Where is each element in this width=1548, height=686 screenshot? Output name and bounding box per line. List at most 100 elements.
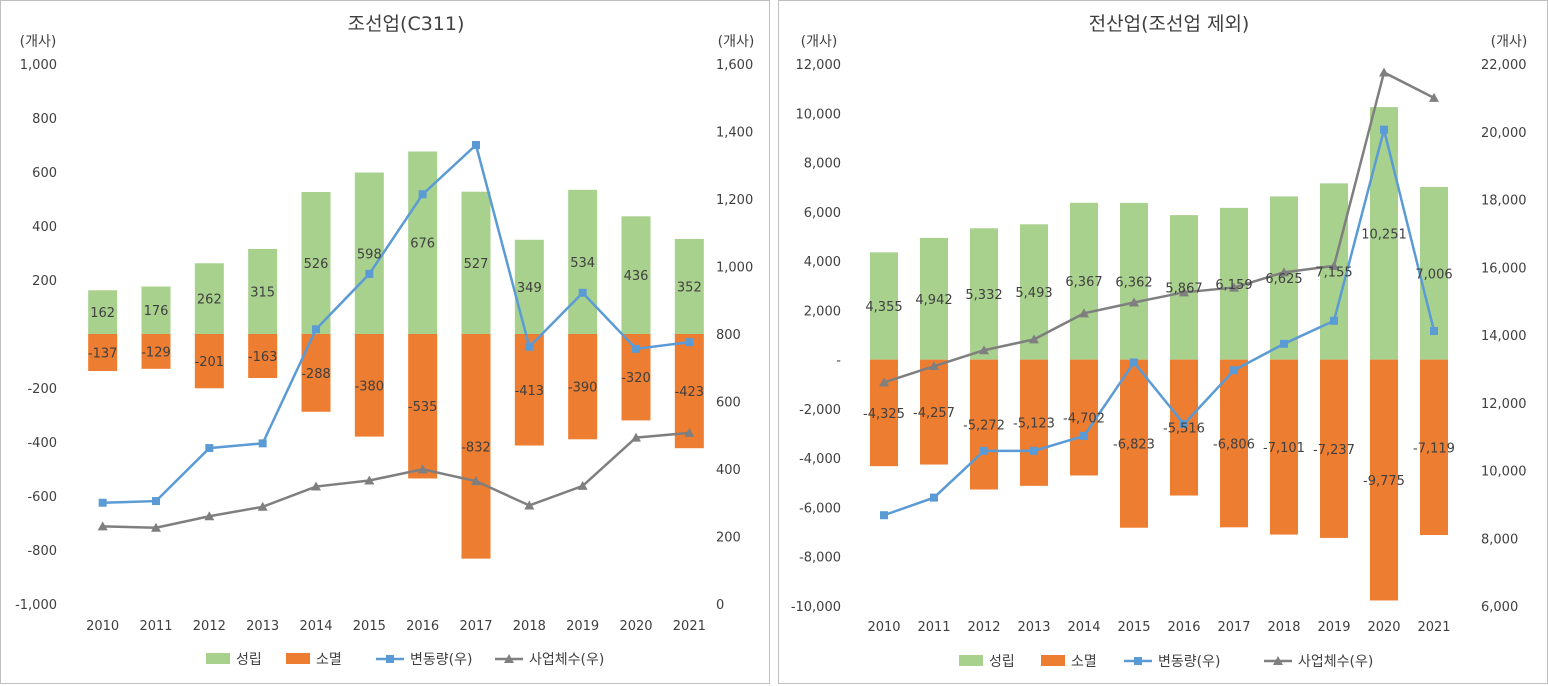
series-change-point (205, 444, 214, 453)
bar-established (674, 238, 704, 334)
bar-established (1370, 107, 1398, 360)
legend-label-change: 변동량(우) (1158, 654, 1220, 670)
data-label-established: 352 (677, 280, 702, 295)
chart-title: 전산업(조선업 제외) (1089, 13, 1250, 35)
series-change-point (472, 141, 480, 149)
right-axis-tick-label: 8,000 (1481, 532, 1518, 547)
x-axis-tick-label: 2017 (1217, 620, 1250, 635)
bar-closed (1020, 359, 1048, 486)
series-total-businesses-point (684, 427, 695, 437)
right-axis-tick-label: 800 (716, 328, 741, 343)
bar-established (408, 151, 438, 334)
series-total-businesses-point (97, 521, 108, 531)
data-label-closed: -832 (461, 440, 491, 455)
bar-closed (514, 334, 544, 446)
series-total-businesses-point (929, 361, 939, 371)
left-axis-tick-label: 6,000 (804, 206, 841, 221)
series-change-point (632, 344, 640, 353)
series-change-point (1280, 339, 1288, 348)
series-total-businesses-point (1079, 308, 1089, 318)
chart-shipbuilding: 조선업(C311) (개사) (개사) -1,000 -800 -600 -400 -200 2… (15, 13, 754, 668)
left-axis-tick-label: -800 (27, 544, 57, 559)
series-change-point (98, 498, 107, 507)
x-axis-tick-label: 2020 (1367, 620, 1400, 635)
left-axis-unit: (개사) (20, 34, 57, 50)
data-label-closed: -129 (141, 345, 171, 360)
series-total-businesses-point (1279, 267, 1289, 277)
left-axis-tick-label: 4,000 (804, 255, 841, 270)
data-label-established: 5,493 (1015, 286, 1052, 301)
bar-closed (88, 334, 118, 371)
bar-established (301, 191, 331, 334)
data-label-closed: -6,806 (1213, 437, 1255, 452)
data-label-established: 7,155 (1315, 265, 1352, 280)
data-label-established: 315 (250, 285, 275, 300)
series-total-businesses-point (1129, 297, 1139, 307)
right-axis-tick-label: 18,000 (1481, 194, 1527, 209)
right-axis-tick-label: 16,000 (1481, 261, 1527, 276)
x-axis-tick-label: 2021 (1417, 620, 1450, 635)
x-axis-tick-label: 2014 (1067, 620, 1100, 635)
legend-label-established: 성립 (236, 652, 262, 668)
left-axis-tick-label: -10,000 (791, 600, 841, 615)
x-axis-tick-label: 2015 (1117, 620, 1150, 635)
data-label-closed: -5,272 (963, 419, 1005, 434)
bar-closed (920, 359, 948, 465)
data-label-closed: -137 (88, 346, 118, 361)
left-axis-unit: (개사) (801, 34, 838, 50)
right-axis-tick-label: 22,000 (1481, 58, 1527, 73)
series-change-point (525, 342, 534, 351)
bar-established (88, 290, 118, 334)
legend-marker-change (1134, 657, 1142, 665)
left-axis-tick-label: -2,000 (799, 403, 841, 418)
series-total-businesses-point (1229, 282, 1239, 292)
right-axis-tick-label: 400 (716, 463, 741, 478)
bar-closed (1220, 359, 1248, 528)
data-label-closed: -423 (675, 385, 705, 400)
bar-established (870, 252, 898, 360)
series-total-businesses-point (257, 501, 268, 511)
left-axis-tick-label: 800 (32, 112, 57, 127)
data-label-closed: -5,123 (1013, 417, 1055, 432)
x-axis-tick-label: 2019 (1317, 620, 1350, 635)
bar-established (354, 172, 384, 334)
series-change-point (365, 269, 374, 278)
x-axis-tick-label: 2012 (967, 620, 1000, 635)
x-axis-tick-label: 2015 (353, 619, 386, 634)
data-label-closed: -390 (568, 381, 598, 396)
legend-swatch-established (206, 653, 230, 664)
series-change-point (312, 325, 320, 334)
series-total-businesses-point (879, 377, 889, 387)
data-label-established: 4,355 (865, 300, 902, 315)
data-label-closed: -4,325 (863, 407, 905, 422)
bar-closed (408, 334, 438, 479)
series-total-businesses-point (1329, 260, 1339, 270)
data-label-closed: -320 (621, 371, 651, 386)
data-label-established: 349 (517, 281, 542, 296)
left-axis-tick-label: - (836, 354, 841, 369)
right-axis-tick-label: 1,600 (716, 58, 753, 73)
series-change-point (1030, 446, 1038, 455)
series-change-point (1330, 316, 1338, 325)
left-axis-tick-label: -600 (27, 490, 57, 505)
data-label-established: 534 (570, 256, 595, 271)
legend-marker-total (1273, 656, 1283, 665)
left-axis-tick-label: 10,000 (796, 107, 842, 122)
right-axis-tick-label: 6,000 (1481, 600, 1518, 615)
left-axis-tick-label: 8,000 (804, 157, 841, 172)
right-axis-tick-label: 12,000 (1481, 397, 1527, 412)
bar-established (621, 216, 651, 334)
series-total-businesses-point (979, 345, 989, 355)
x-axis-tick-label: 2018 (513, 619, 546, 634)
series-total-businesses-line (102, 431, 690, 529)
right-axis-tick-label: 1,000 (716, 261, 753, 276)
data-label-established: 10,251 (1361, 227, 1407, 242)
data-label-established: 526 (304, 257, 329, 272)
series-total-businesses-point (631, 432, 641, 442)
series-total-businesses-point (151, 522, 161, 532)
series-change-point (980, 446, 988, 455)
x-axis-tick-label: 2013 (246, 619, 279, 634)
data-label-established: 4,942 (915, 293, 952, 308)
left-axis-tick-label: 400 (32, 220, 57, 235)
data-label-closed: -6,823 (1113, 438, 1155, 453)
